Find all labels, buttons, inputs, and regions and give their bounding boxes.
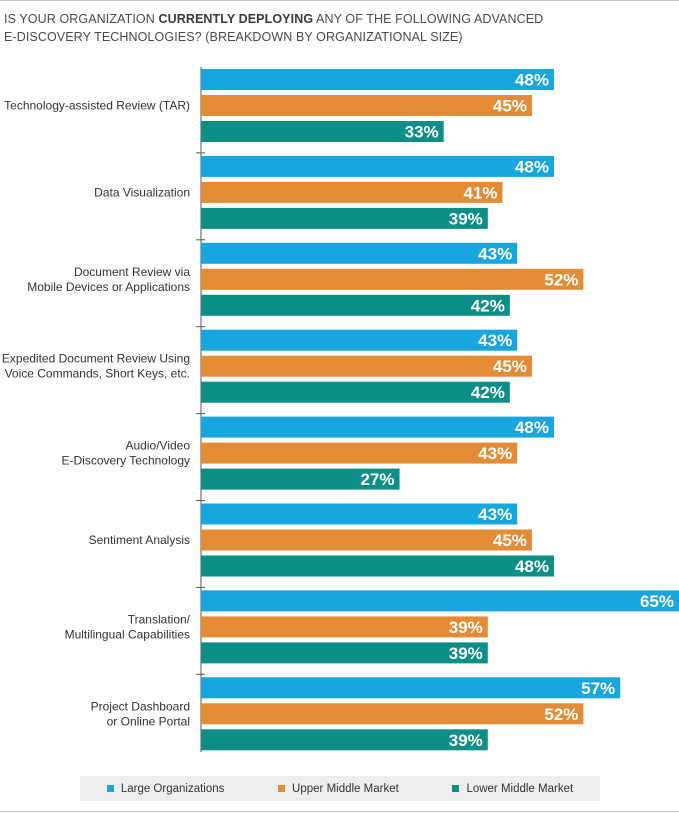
bar-upper <box>201 355 532 377</box>
bar-upper <box>201 616 488 638</box>
bar-large <box>201 69 554 90</box>
bar-lower <box>201 729 488 751</box>
bar-value-label: 27% <box>361 470 395 489</box>
bar-lower <box>201 207 488 229</box>
bar-value-label: 48% <box>515 418 549 437</box>
bar-value-label: 45% <box>493 531 527 550</box>
bar-chart: Technology-assisted Review (TAR) 48% 45% 33… <box>2 67 679 752</box>
bar-upper <box>201 181 503 203</box>
bar-value-label: 43% <box>478 505 512 524</box>
title-bold: CURRENTLY DEPLOYING <box>158 12 314 26</box>
category-label: Mobile Devices or Applications <box>27 280 190 294</box>
legend-item-large: Large Organizations <box>106 782 225 795</box>
bar-value-label: 45% <box>493 97 527 116</box>
bar-value-label: 39% <box>449 644 483 663</box>
legend-label-large: Large Organizations <box>120 782 225 795</box>
legend-swatch-large <box>106 785 114 792</box>
bar-large <box>201 416 554 438</box>
bar-value-label: 45% <box>493 357 527 376</box>
category-label: Translation/ <box>128 612 191 626</box>
category-label: Data Visualization <box>94 185 190 199</box>
bar-value-label: 52% <box>544 270 578 289</box>
bar-upper <box>201 442 518 464</box>
category-label: E-Discovery Technology <box>61 454 190 468</box>
bar-value-label: 42% <box>471 383 505 402</box>
category-label: Sentiment Analysis <box>89 533 190 547</box>
title-line2: E-DISCOVERY TECHNOLOGIES? (BREAKDOWN BY … <box>4 30 463 44</box>
legend: Large Organizations Upper Middle Market … <box>80 776 600 801</box>
legend-item-lower: Lower Middle Market <box>452 783 573 795</box>
bar-upper <box>201 703 584 725</box>
bar-lower <box>201 294 510 316</box>
bar-value-label: 48% <box>515 157 549 176</box>
bar-value-label: 48% <box>515 557 549 576</box>
bar-large <box>201 329 518 351</box>
legend-swatch-lower <box>452 785 460 792</box>
bar-value-label: 43% <box>478 444 512 463</box>
category-label: Technology-assisted Review (TAR) <box>4 99 190 113</box>
bar-value-label: 39% <box>449 731 483 750</box>
bar-value-label: 43% <box>478 244 512 263</box>
bar-lower <box>201 381 510 403</box>
bar-lower <box>201 121 444 142</box>
category-label: Document Review via <box>74 265 190 279</box>
legend-item-upper: Upper Middle Market <box>278 783 399 795</box>
title-part2: ANY OF THE FOLLOWING ADVANCED <box>313 12 544 26</box>
legend-label-upper: Upper Middle Market <box>292 782 399 795</box>
category-label: or Online Portal <box>107 714 190 728</box>
bar-upper <box>201 268 584 290</box>
bar-value-label: 39% <box>449 618 483 637</box>
bottom-rule <box>0 811 679 812</box>
bar-large <box>201 590 679 612</box>
bar-large <box>201 503 518 525</box>
category-label: Project Dashboard <box>91 699 190 713</box>
category-label: Multilingual Capabilities <box>65 627 190 641</box>
bar-lower <box>201 468 400 490</box>
bar-value-label: 52% <box>544 705 578 724</box>
bar-value-label: 48% <box>515 71 549 90</box>
legend-label-lower: Lower Middle Market <box>466 782 574 795</box>
bar-upper <box>201 95 532 116</box>
bar-value-label: 43% <box>478 331 512 350</box>
bar-lower <box>201 555 554 577</box>
bar-value-label: 42% <box>471 296 505 315</box>
bar-value-label: 39% <box>449 209 483 228</box>
bar-large <box>201 677 621 699</box>
bar-value-label: 65% <box>640 592 674 611</box>
bar-value-label: 41% <box>463 183 497 202</box>
category-label: Expedited Document Review Using <box>2 352 190 366</box>
bar-large <box>201 155 554 177</box>
top-rule <box>0 0 679 1</box>
bar-large <box>201 242 518 264</box>
bar-value-label: 57% <box>581 679 615 698</box>
bar-upper <box>201 529 532 551</box>
bar-value-label: 33% <box>405 123 439 142</box>
legend-swatch-upper <box>278 785 286 792</box>
title-part1: IS YOUR ORGANIZATION <box>4 12 159 26</box>
category-label: Voice Commands, Short Keys, etc. <box>5 367 190 381</box>
chart-title: IS YOUR ORGANIZATION CURRENTLY DEPLOYING… <box>4 10 644 46</box>
bar-lower <box>201 642 488 664</box>
category-label: Audio/Video <box>126 439 191 453</box>
